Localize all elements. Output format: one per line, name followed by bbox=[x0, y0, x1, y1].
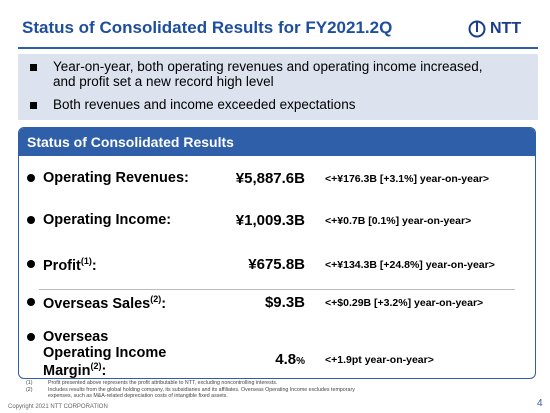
logo-text: NTT bbox=[490, 20, 522, 37]
bullet-dot bbox=[27, 260, 35, 268]
panel-title: Status of Consolidated Results bbox=[19, 128, 535, 156]
value-text: ¥675.8B bbox=[248, 256, 305, 273]
label-text: Profit(1): bbox=[43, 256, 97, 274]
change: <+$0.29B [+3.2%] year-on-year> bbox=[325, 297, 484, 309]
bullet: Year-on-year, both operating revenues an… bbox=[30, 59, 500, 89]
copyright: Copyright 2021 NTT CORPORATION bbox=[8, 404, 108, 410]
label-end: : bbox=[101, 362, 107, 379]
value: ¥675.8B bbox=[248, 256, 305, 273]
title: Status of Consolidated Results for FY202… bbox=[22, 18, 393, 37]
note: (2) bbox=[150, 294, 162, 304]
value-text: $9.3B bbox=[264, 294, 305, 311]
label: Operating Income: bbox=[27, 212, 171, 228]
label-end: : bbox=[161, 295, 167, 312]
label-name: Profit bbox=[43, 257, 81, 274]
page-number: 4 bbox=[537, 398, 543, 409]
footnote-mark: (1) bbox=[26, 380, 33, 386]
label-text: Operating Income: bbox=[43, 212, 171, 228]
change: <+¥134.3B [+24.8%] year-on-year> bbox=[325, 259, 495, 271]
value: ¥1,009.3B bbox=[236, 212, 305, 229]
change: <+1.9pt year-on-year> bbox=[325, 354, 434, 366]
panel: Status of Consolidated Results Operating… bbox=[18, 127, 536, 379]
bullet-dot bbox=[27, 333, 35, 341]
footnote: (2) Includes results from the global hold… bbox=[26, 387, 526, 399]
value-text: 4.8 bbox=[275, 351, 297, 368]
label-name: Overseas Operating Income Margin bbox=[43, 329, 167, 379]
bullet: Both revenues and income exceeded expect… bbox=[30, 97, 355, 112]
change: <+¥0.7B [0.1%] year-on-year> bbox=[325, 215, 472, 227]
footnote-text: Includes results from the global holding… bbox=[48, 387, 355, 399]
label: Operating Revenues: bbox=[27, 170, 189, 186]
change: <+¥176.3B [+3.1%] year-on-year> bbox=[325, 173, 490, 185]
bullet-dot bbox=[27, 216, 35, 224]
value: 4.8% bbox=[275, 351, 305, 368]
logo-mark bbox=[468, 20, 486, 38]
unit: % bbox=[296, 356, 305, 367]
label: Overseas Sales(2): bbox=[27, 294, 166, 312]
bullet-dot bbox=[27, 174, 35, 182]
footnote-text: Profit presented above represents the pr… bbox=[48, 380, 278, 386]
value-text: ¥1,009.3B bbox=[235, 212, 305, 229]
label-end: : bbox=[91, 257, 97, 274]
note: (2) bbox=[90, 361, 102, 371]
value: $9.3B bbox=[265, 294, 305, 311]
label-name: Operating Income: bbox=[43, 212, 172, 228]
value: ¥5,887.6B bbox=[236, 170, 305, 187]
rule bbox=[18, 47, 538, 49]
note: (1) bbox=[80, 256, 92, 266]
label-text: Operating Revenues: bbox=[43, 170, 189, 186]
separator bbox=[39, 289, 515, 290]
highlight: Year-on-year, both operating revenues an… bbox=[53, 59, 483, 89]
footnote-mark: (2) bbox=[26, 387, 33, 393]
label: Overseas Operating Income Margin(2): bbox=[27, 329, 178, 379]
logo: NTT bbox=[468, 20, 521, 38]
label-text: Overseas Operating Income Margin(2): bbox=[43, 329, 178, 379]
label-text: Overseas Sales(2): bbox=[43, 294, 166, 312]
label-name: Operating Revenues: bbox=[43, 170, 189, 186]
highlights: Year-on-year, both operating revenues an… bbox=[18, 54, 538, 120]
label: Profit(1): bbox=[27, 256, 97, 274]
highlight: Both revenues and income exceeded expect… bbox=[53, 97, 356, 112]
label-name: Overseas Sales bbox=[43, 295, 151, 312]
bullet-dot bbox=[27, 298, 35, 306]
footnote: (1) Profit presented above represents the… bbox=[26, 380, 526, 386]
value-text: ¥5,887.6B bbox=[235, 170, 305, 187]
